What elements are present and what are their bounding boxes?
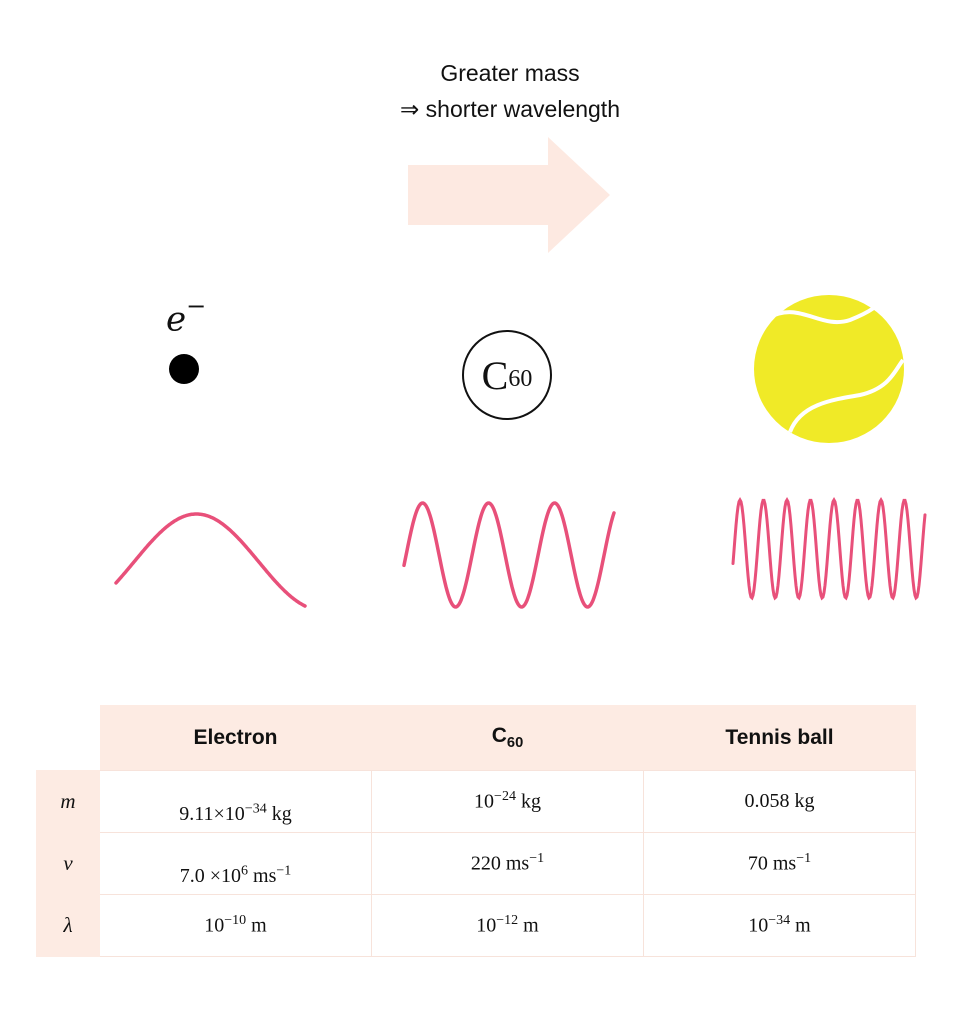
cell: 10−24 kg — [371, 770, 644, 833]
caption-line-2: ⇒ shorter wavelength — [400, 96, 620, 122]
tennis-ball-wave — [731, 496, 927, 601]
cell: 9.11×10−34 kg — [99, 770, 372, 833]
table-row: v 7.0 ×106 ms−1 220 ms−1 70 ms−1 — [36, 832, 916, 895]
c60-molecule-icon: C 60 — [462, 330, 552, 420]
table-row: m 9.11×10−34 kg 10−24 kg 0.058 kg — [36, 770, 916, 833]
cell: 10−10 m — [99, 894, 372, 957]
row-label-mass: m — [36, 770, 100, 833]
cell: 7.0 ×106 ms−1 — [99, 832, 372, 895]
cell: 10−34 m — [643, 894, 916, 957]
row-label-wavelength: λ — [36, 894, 100, 957]
table-row: λ 10−10 m 10−12 m 10−34 m — [36, 894, 916, 957]
header-c60: C60 — [371, 705, 644, 771]
cell: 220 ms−1 — [371, 832, 644, 895]
c60-wave — [402, 501, 616, 609]
cell: 10−12 m — [371, 894, 644, 957]
row-label-velocity: v — [36, 832, 100, 895]
cell: 70 ms−1 — [643, 832, 916, 895]
electron-label: e− — [166, 292, 207, 340]
electron-wave — [114, 512, 307, 608]
caption-line-1: Greater mass — [440, 60, 580, 86]
header-electron: Electron — [99, 705, 372, 771]
comparison-table: Electron C60 Tennis ball m 9.11×10−34 kg… — [36, 705, 916, 957]
cell: 0.058 kg — [643, 770, 916, 833]
electron-dot — [169, 354, 199, 384]
table-header-row: Electron C60 Tennis ball — [36, 705, 916, 771]
arrow-right-icon — [408, 137, 610, 253]
header-tennis-ball: Tennis ball — [643, 705, 916, 771]
tennis-ball-icon — [754, 294, 905, 443]
